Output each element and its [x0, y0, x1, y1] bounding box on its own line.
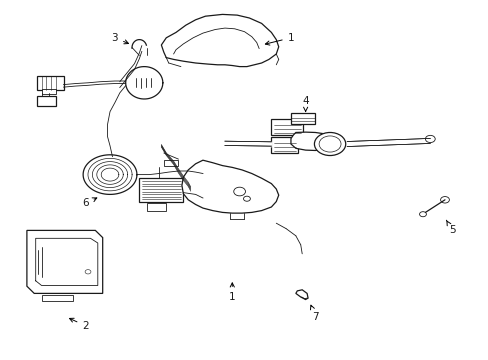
Circle shape [440, 197, 448, 203]
FancyBboxPatch shape [139, 178, 183, 202]
Text: 6: 6 [82, 198, 97, 208]
FancyBboxPatch shape [41, 295, 73, 301]
Polygon shape [295, 290, 307, 300]
FancyBboxPatch shape [37, 76, 63, 90]
Circle shape [419, 212, 426, 217]
Circle shape [314, 132, 345, 156]
Polygon shape [27, 230, 102, 293]
Text: 7: 7 [310, 305, 318, 322]
Text: 2: 2 [69, 318, 89, 331]
FancyBboxPatch shape [37, 96, 56, 106]
FancyBboxPatch shape [41, 89, 56, 94]
Text: 1: 1 [265, 33, 294, 45]
FancyBboxPatch shape [271, 137, 298, 153]
Text: 4: 4 [302, 96, 308, 112]
Text: 5: 5 [446, 220, 455, 235]
Circle shape [233, 187, 245, 196]
Text: 1: 1 [228, 283, 235, 302]
FancyBboxPatch shape [163, 160, 178, 166]
FancyBboxPatch shape [290, 113, 315, 124]
Polygon shape [290, 132, 332, 150]
FancyBboxPatch shape [271, 119, 303, 135]
Circle shape [85, 270, 91, 274]
Circle shape [425, 135, 434, 143]
Polygon shape [182, 160, 278, 213]
Circle shape [319, 136, 340, 152]
Text: 3: 3 [111, 33, 128, 44]
FancyBboxPatch shape [146, 203, 166, 211]
Circle shape [243, 196, 250, 201]
